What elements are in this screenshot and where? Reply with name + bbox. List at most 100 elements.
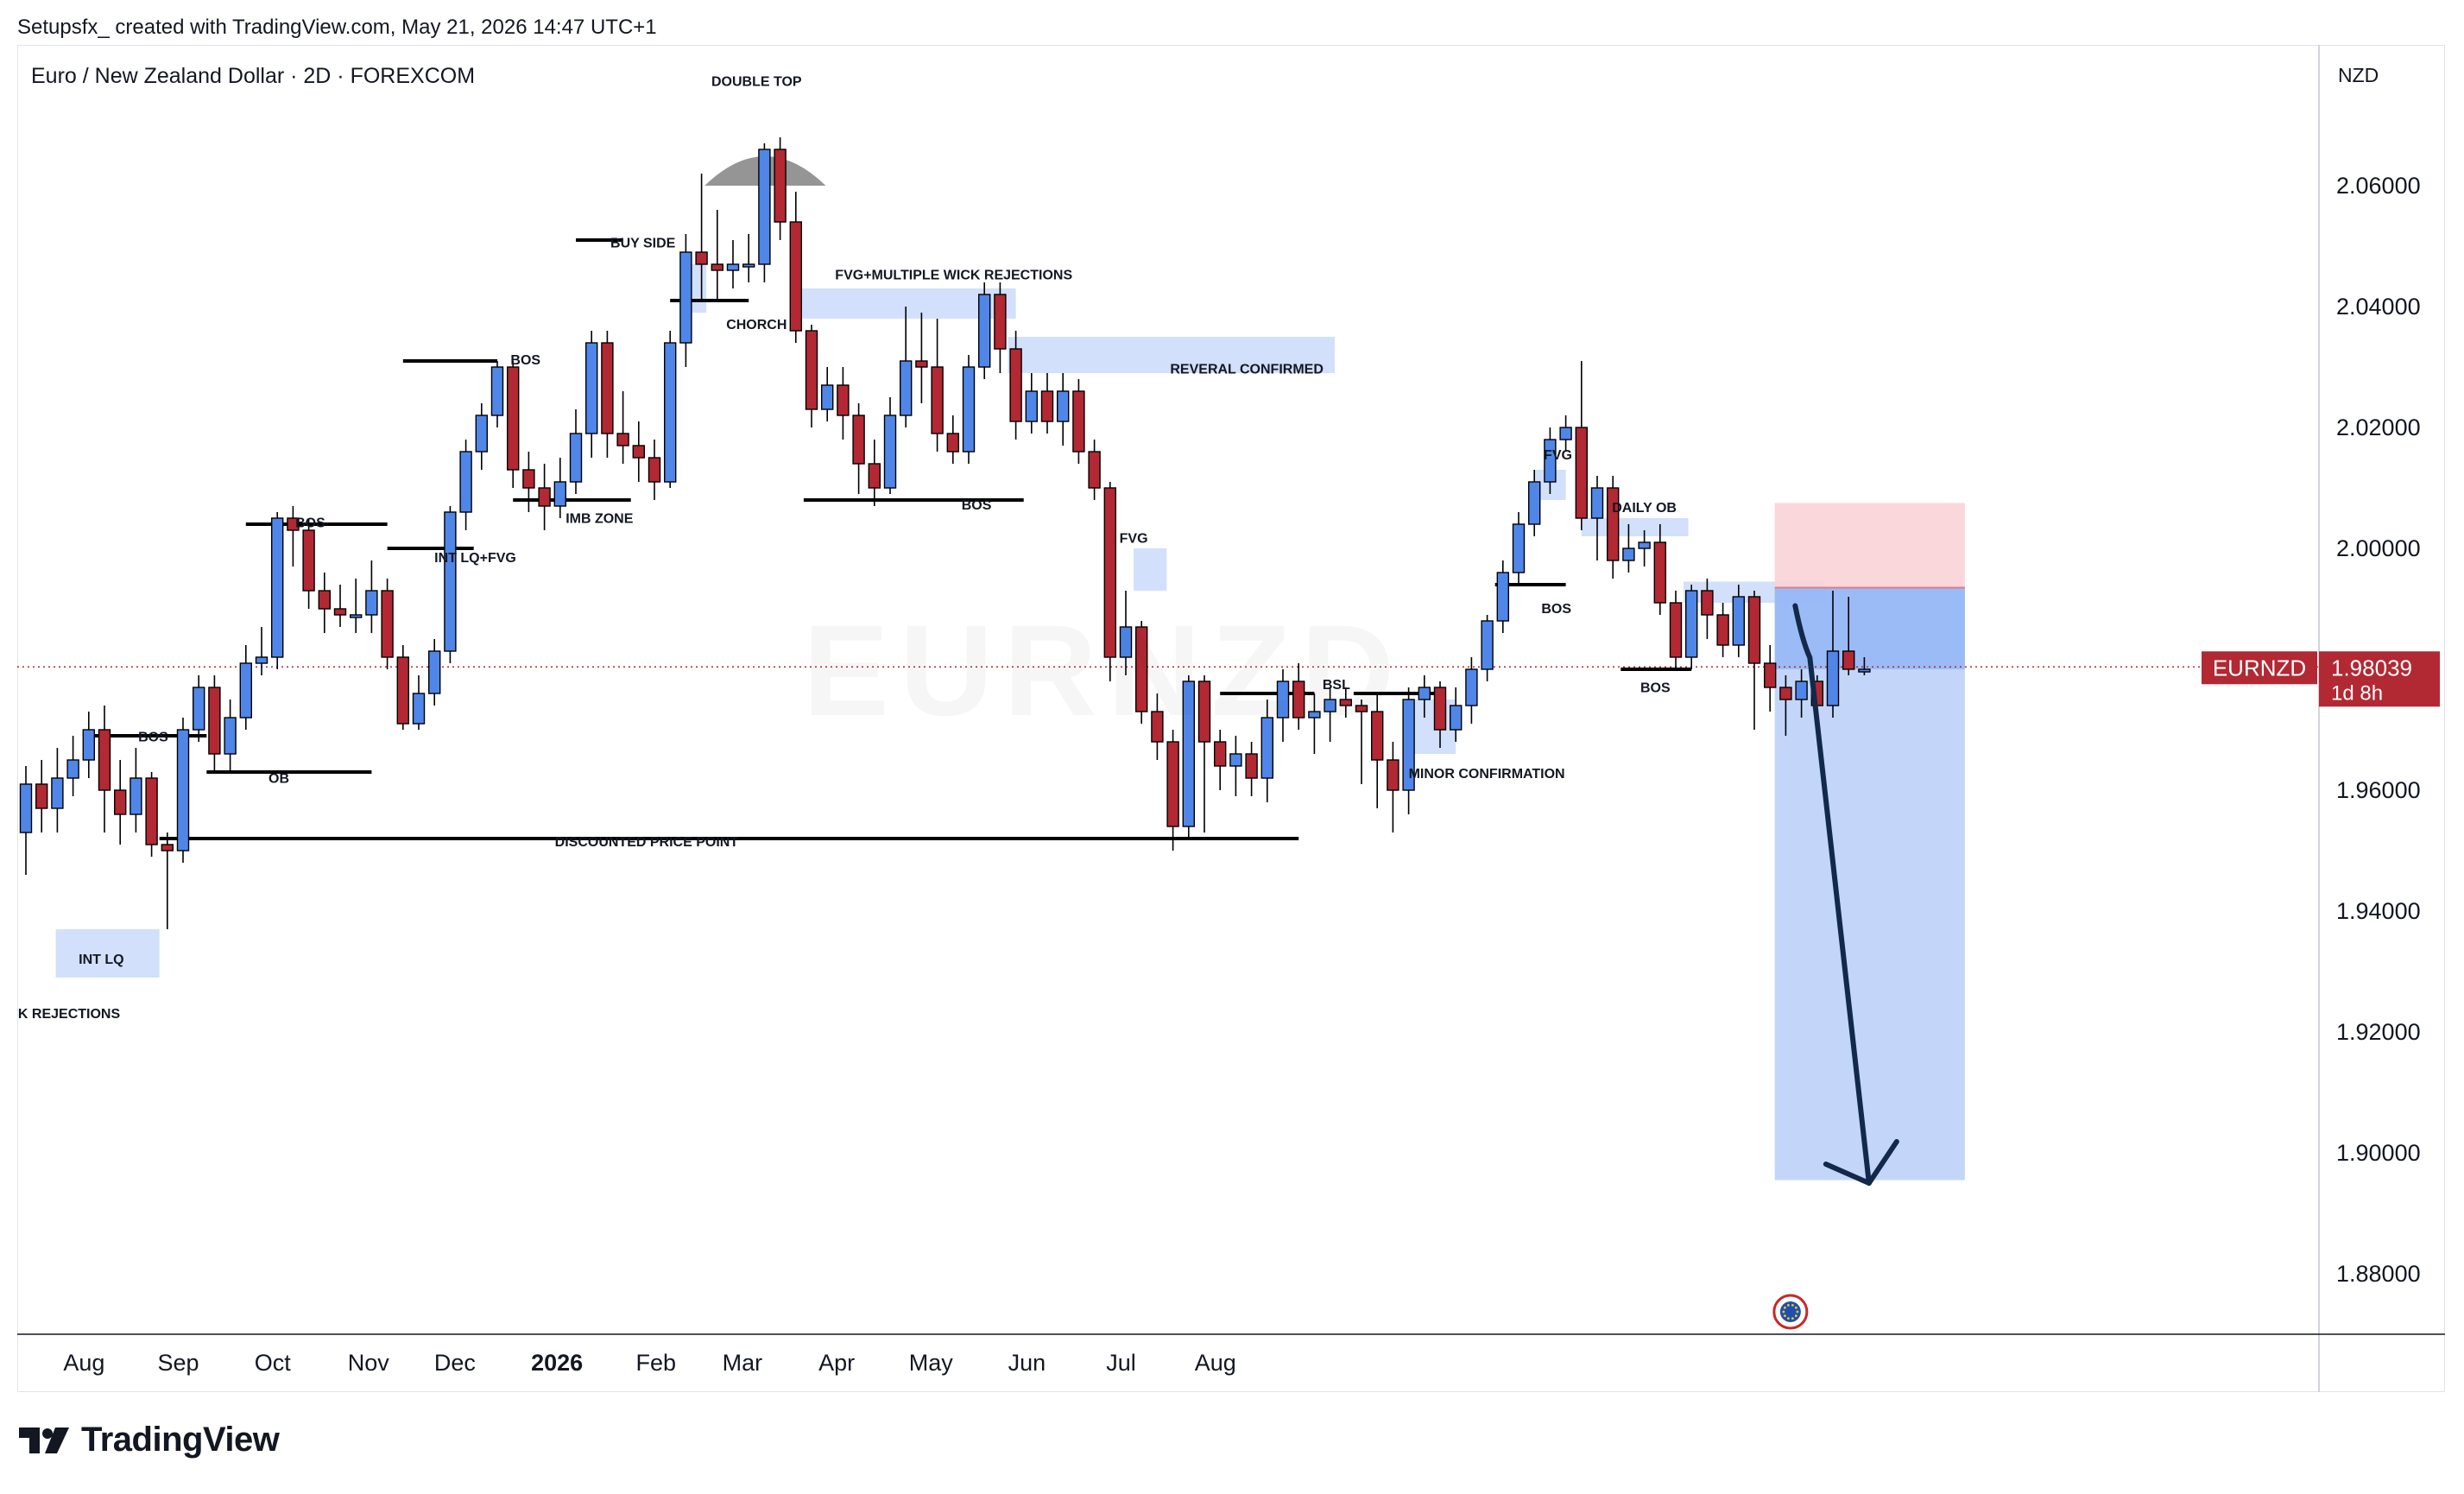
candle[interactable] — [51, 748, 64, 832]
candle[interactable] — [1653, 524, 1667, 615]
candle[interactable] — [632, 421, 645, 482]
candle[interactable] — [1795, 669, 1808, 718]
candle[interactable] — [350, 579, 363, 633]
candle[interactable] — [82, 712, 96, 778]
candle[interactable] — [145, 772, 158, 857]
candle[interactable] — [1402, 687, 1415, 814]
candle[interactable] — [333, 585, 347, 627]
candle[interactable] — [837, 367, 850, 440]
candle[interactable] — [1779, 675, 1792, 736]
candle[interactable] — [161, 832, 174, 929]
candle[interactable] — [1559, 415, 1572, 452]
candle[interactable] — [1370, 693, 1384, 808]
candle[interactable] — [113, 760, 127, 845]
candle[interactable] — [490, 361, 504, 427]
candle[interactable] — [962, 355, 976, 464]
candle[interactable] — [1276, 669, 1290, 742]
candle[interactable] — [789, 192, 802, 343]
candle[interactable] — [852, 403, 865, 494]
candle[interactable] — [616, 391, 629, 464]
candle[interactable] — [224, 700, 237, 772]
candle[interactable] — [742, 234, 755, 282]
candle[interactable] — [899, 307, 913, 427]
candle[interactable] — [1590, 476, 1604, 560]
candle[interactable] — [381, 579, 394, 669]
candle[interactable] — [318, 573, 331, 633]
candle[interactable] — [774, 137, 787, 240]
candle[interactable] — [726, 240, 740, 288]
symbol-title[interactable]: Euro / New Zealand Dollar · 2D · FOREXCO… — [31, 64, 476, 88]
candle[interactable] — [931, 319, 944, 452]
candle[interactable] — [1449, 687, 1463, 742]
candle[interactable] — [1134, 621, 1148, 724]
candle[interactable] — [915, 313, 928, 403]
candle[interactable] — [1166, 730, 1179, 851]
candle[interactable] — [1292, 663, 1305, 730]
candle[interactable] — [1009, 331, 1022, 440]
candle[interactable] — [1638, 530, 1651, 567]
candle[interactable] — [1826, 591, 1840, 718]
candle[interactable] — [1465, 657, 1478, 724]
candle[interactable] — [412, 675, 426, 730]
candle[interactable] — [569, 409, 583, 494]
candle[interactable] — [1732, 585, 1746, 657]
candle[interactable] — [1056, 373, 1070, 446]
candle[interactable] — [1701, 579, 1714, 639]
candle[interactable] — [1418, 675, 1431, 718]
candle[interactable] — [1119, 591, 1133, 675]
candle[interactable] — [1575, 361, 1589, 530]
candle[interactable] — [679, 234, 692, 367]
candle[interactable] — [1669, 591, 1683, 669]
candle[interactable] — [522, 452, 535, 512]
candle[interactable] — [1387, 742, 1399, 832]
candle[interactable] — [1496, 560, 1510, 633]
candle[interactable] — [1197, 675, 1211, 832]
tradingview-logo[interactable]: TradingView — [19, 1421, 280, 1459]
candle[interactable] — [475, 403, 488, 470]
candle[interactable] — [648, 440, 661, 500]
candle[interactable] — [1512, 512, 1526, 585]
candle[interactable] — [239, 645, 252, 730]
candles-layer[interactable] — [19, 137, 1871, 929]
candle[interactable] — [365, 560, 378, 633]
candle[interactable] — [35, 760, 48, 832]
candle[interactable] — [1858, 657, 1871, 675]
candle[interactable] — [994, 282, 1007, 373]
candle[interactable] — [601, 331, 614, 458]
candle[interactable] — [664, 331, 677, 488]
candle[interactable] — [98, 706, 111, 832]
candle[interactable] — [946, 415, 960, 464]
candle[interactable] — [711, 210, 723, 301]
candle[interactable] — [1716, 603, 1729, 657]
candle[interactable] — [1339, 687, 1353, 718]
candle[interactable] — [396, 645, 409, 730]
candle[interactable] — [302, 518, 315, 609]
candle[interactable] — [1481, 615, 1494, 681]
candle[interactable] — [271, 512, 284, 669]
candle[interactable] — [1622, 524, 1635, 573]
candle[interactable] — [1684, 585, 1698, 669]
candle[interactable] — [868, 440, 881, 506]
candle[interactable] — [19, 766, 33, 875]
candle[interactable] — [428, 639, 441, 706]
candle[interactable] — [1088, 440, 1101, 500]
candle[interactable] — [255, 627, 269, 675]
candle[interactable] — [507, 361, 520, 488]
candle[interactable] — [1544, 427, 1557, 494]
candle[interactable] — [695, 174, 708, 301]
candle[interactable] — [1245, 742, 1258, 796]
candle[interactable] — [1747, 591, 1761, 730]
candle[interactable] — [192, 675, 205, 742]
candle[interactable] — [1763, 645, 1777, 712]
candle[interactable] — [459, 440, 472, 530]
candle[interactable] — [1308, 693, 1321, 754]
candle[interactable] — [1025, 373, 1039, 434]
candle[interactable] — [1842, 597, 1855, 675]
candle[interactable] — [1229, 736, 1242, 796]
candle[interactable] — [1213, 730, 1227, 790]
candle[interactable] — [758, 143, 771, 282]
candle[interactable] — [821, 367, 834, 421]
candle[interactable] — [208, 675, 221, 772]
candle[interactable] — [1606, 476, 1620, 579]
